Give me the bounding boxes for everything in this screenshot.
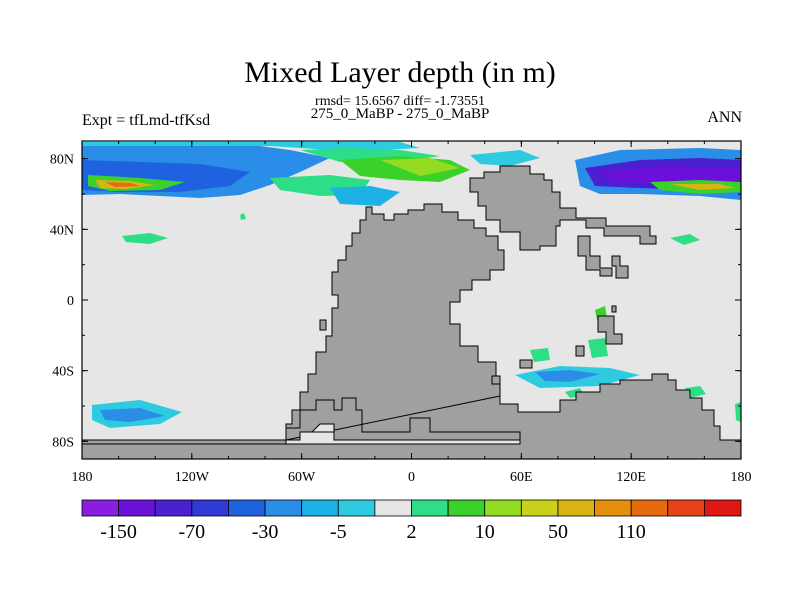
colorbar-swatch	[630, 499, 669, 517]
colorbar-swatch	[557, 499, 595, 517]
colorbar-label: -150	[100, 521, 137, 543]
x-tick-label: 120W	[175, 470, 210, 485]
chart-stats: rmsd= 15.6567 diff= -1.73551	[315, 94, 485, 109]
season-label: ANN	[707, 109, 742, 126]
colorbar-swatch	[703, 499, 742, 517]
colorbar-label: 110	[617, 521, 646, 543]
y-tick-label: 40N	[50, 223, 74, 238]
chart-title: Mixed Layer depth (in m)	[244, 56, 556, 89]
colorbar-swatch	[154, 499, 193, 517]
colorbar-swatch	[374, 499, 412, 517]
colorbar-swatch	[228, 499, 266, 517]
anomaly-contours	[82, 142, 741, 428]
colorbar	[81, 499, 742, 517]
colorbar-swatch	[594, 499, 632, 517]
y-tick-label: 80S	[52, 435, 74, 450]
y-tick-label: 80N	[50, 153, 74, 168]
colorbar-label: -70	[178, 521, 205, 543]
colorbar-swatch	[337, 499, 376, 517]
land-mask	[81, 165, 742, 460]
colorbar-swatch	[81, 499, 120, 517]
colorbar-swatch	[118, 499, 156, 517]
colorbar-swatch	[301, 499, 339, 517]
colorbar-swatch	[520, 499, 559, 517]
y-tick-label: 0	[67, 294, 74, 309]
x-tick-label: 180	[731, 470, 752, 485]
colorbar-swatch	[264, 499, 303, 517]
x-tick-label: 0	[408, 470, 415, 485]
colorbar-label: 10	[475, 521, 495, 543]
colorbar-label: 50	[548, 521, 568, 543]
colorbar-label: 2	[407, 521, 417, 543]
y-tick-label: 40S	[52, 365, 74, 380]
colorbar-swatch	[484, 499, 522, 517]
x-tick-label: 180	[72, 470, 93, 485]
colorbar-swatch	[411, 499, 449, 517]
colorbar-swatch	[667, 499, 705, 517]
x-tick-label: 60W	[288, 470, 316, 485]
chart-subtitle: 275_0_MaBP - 275_0_MaBP	[310, 106, 490, 122]
colorbar-label: -5	[330, 521, 347, 543]
x-tick-label: 60E	[510, 470, 533, 485]
colorbar-swatch	[191, 499, 229, 517]
colorbar-label: -30	[252, 521, 279, 543]
colorbar-swatch	[447, 499, 486, 517]
x-tick-label: 120E	[616, 470, 646, 485]
experiment-label: Expt = tfLmd-tfKsd	[82, 112, 211, 129]
